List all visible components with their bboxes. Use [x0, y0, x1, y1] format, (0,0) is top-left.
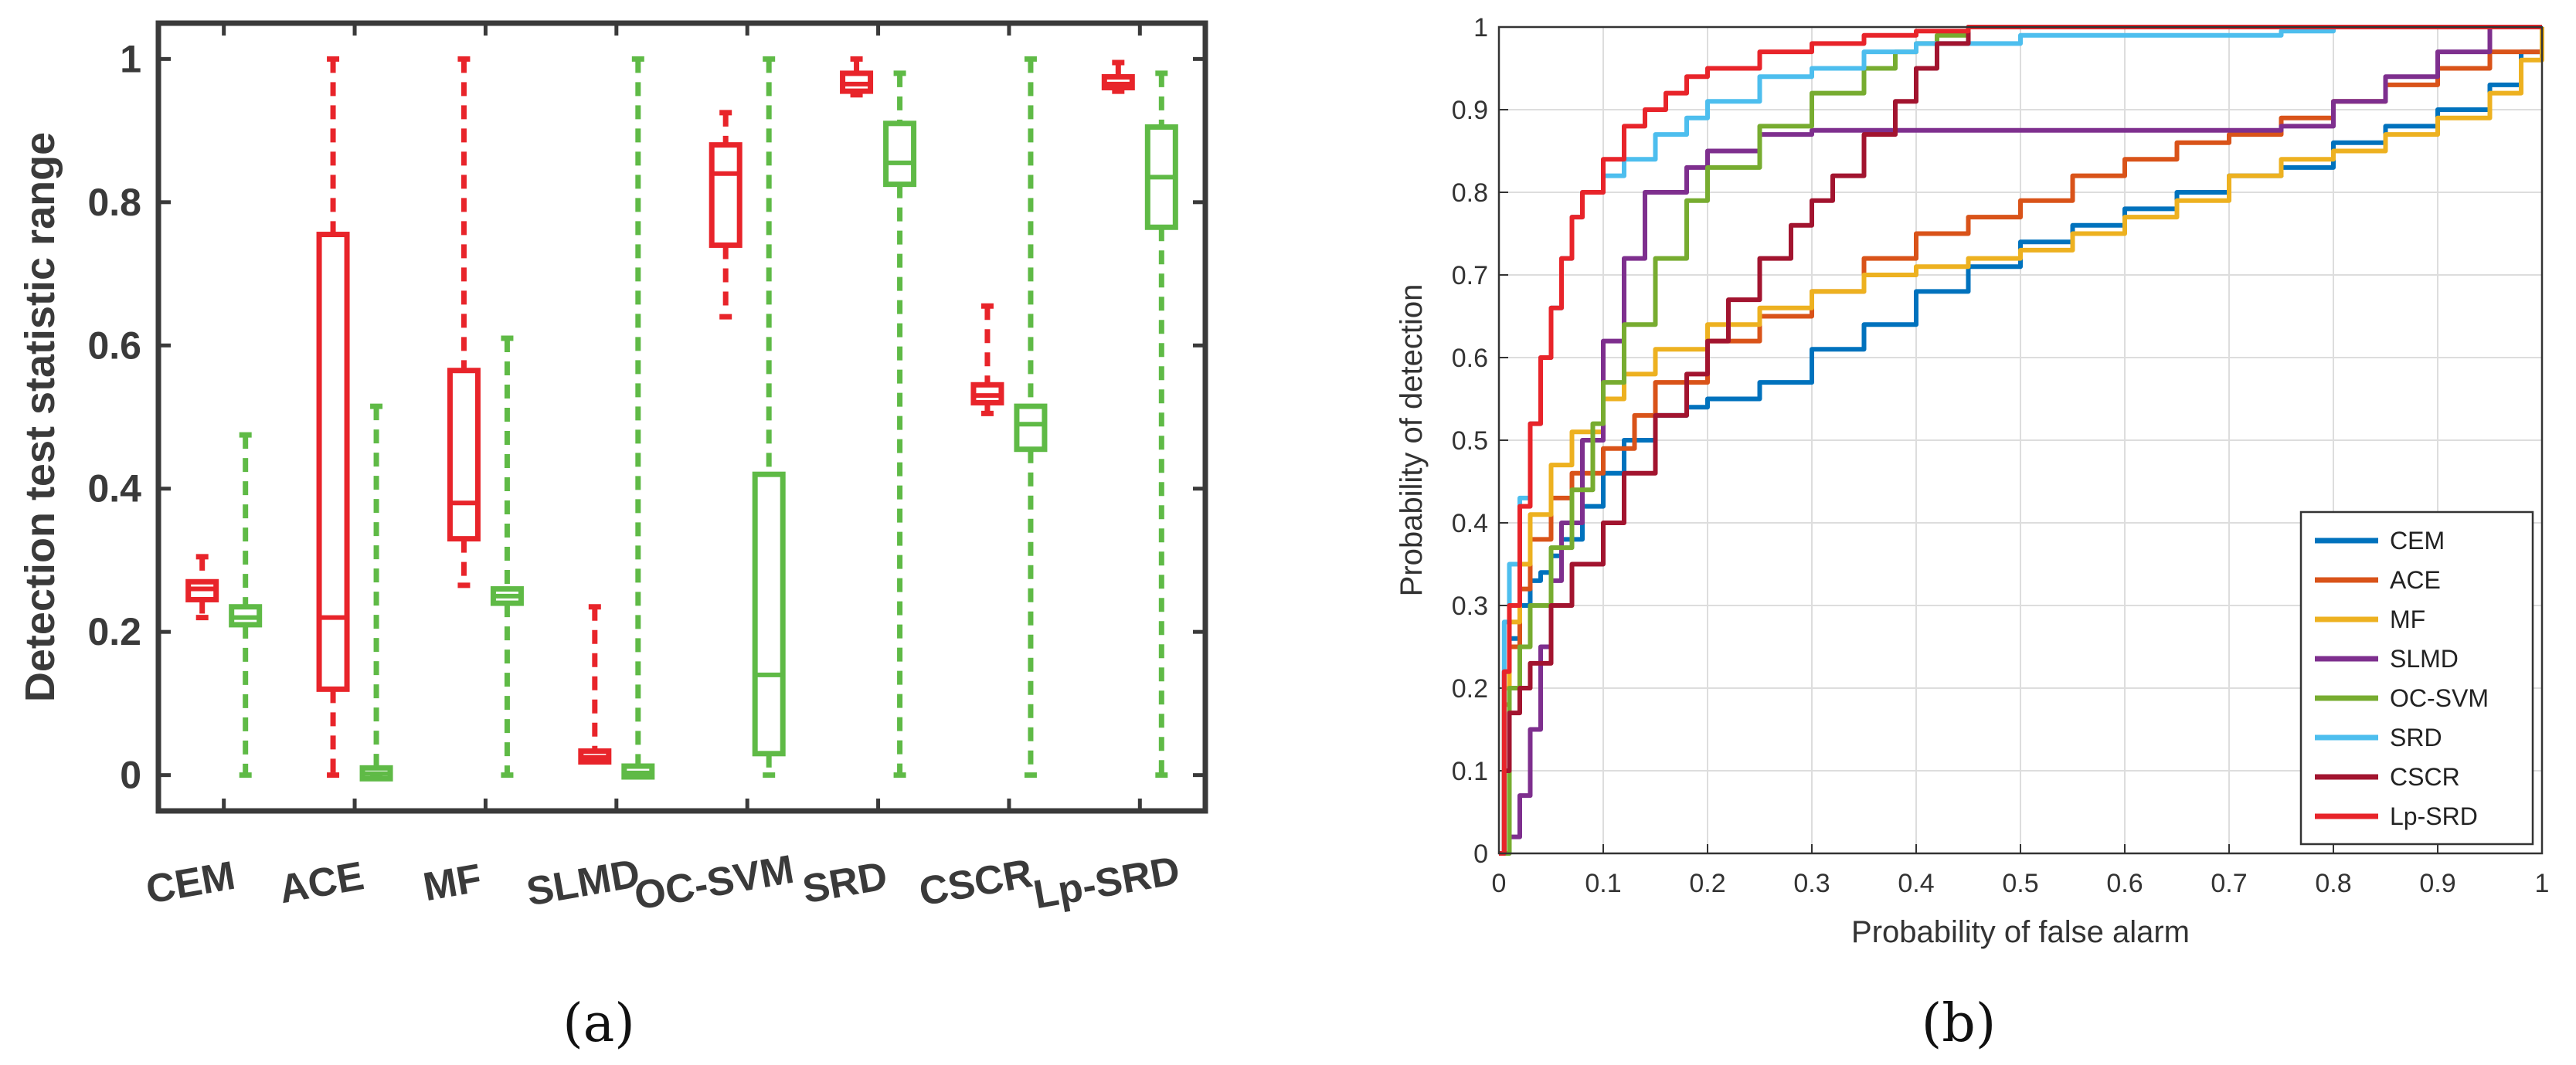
- b-y-tick-label: 0.7: [1452, 261, 1488, 290]
- b-y-tick-label: 1: [1473, 13, 1488, 42]
- a-box-target: [316, 232, 350, 692]
- a-category-label: MF: [420, 856, 484, 910]
- b-x-tick-label: 0.5: [2002, 869, 2038, 898]
- a-box-background: [1014, 403, 1048, 453]
- a-category-label: SLMD: [523, 851, 643, 915]
- b-y-axis-label: Probability of detection: [1395, 284, 1429, 597]
- a-category-label: CEM: [143, 853, 239, 913]
- legend-label: SLMD: [2390, 645, 2459, 673]
- b-x-tick-label: 0.6: [2106, 869, 2143, 898]
- a-y-tick-label: 0.6: [87, 324, 141, 367]
- b-x-tick-label: 0.7: [2211, 869, 2247, 898]
- legend-label: CSCR: [2390, 763, 2460, 791]
- legend-label: ACE: [2390, 566, 2441, 594]
- a-y-tick-label: 0.2: [87, 610, 141, 653]
- legend-label: OC-SVM: [2390, 684, 2489, 712]
- a-caption: (a): [562, 993, 635, 1054]
- b-series-line-cem: [1499, 27, 2544, 856]
- a-category-label: OC-SVM: [631, 847, 797, 919]
- b-series-line-slmd: [1499, 25, 2542, 856]
- b-y-tick-label: 0.2: [1452, 674, 1488, 704]
- legend-box: [2299, 510, 2534, 846]
- a-category-label: Lp-SRD: [1030, 848, 1183, 917]
- b-x-tick-label: 0.4: [1898, 869, 1934, 898]
- b-y-tick-label: 0.8: [1452, 178, 1488, 208]
- b-series-line-lp-srd: [1499, 25, 2542, 856]
- b-x-tick-label: 0.3: [1793, 869, 1830, 898]
- a-box-target: [709, 142, 743, 248]
- a-y-tick-label: 1: [120, 37, 141, 80]
- b-y-tick-label: 0.9: [1452, 96, 1488, 125]
- b-y-tick-label: 0.5: [1452, 426, 1488, 456]
- b-y-tick-label: 0.6: [1452, 344, 1488, 373]
- legend-label: SRD: [2390, 724, 2442, 751]
- a-y-tick-label: 0: [120, 754, 141, 797]
- b-plot-frame: [1497, 25, 2544, 855]
- b-x-tick-label: 0.8: [2315, 869, 2351, 898]
- legend-label: MF: [2390, 605, 2425, 633]
- b-x-tick-label: 0.2: [1689, 869, 1725, 898]
- b-x-tick-label: 1: [2535, 869, 2550, 898]
- b-x-tick-label: 0.9: [2419, 869, 2455, 898]
- legend: CEM ACE MF SLMD OC-SVM SRD CSCR Lp-SRD: [2299, 510, 2534, 846]
- b-caption: (b): [1922, 993, 1997, 1054]
- a-box-background: [752, 471, 786, 757]
- a-y-tick-label: 0.4: [87, 467, 141, 510]
- b-x-tick-label: 0: [1492, 869, 1507, 898]
- b-y-tick-label: 0.3: [1452, 592, 1488, 621]
- a-box-background: [883, 120, 917, 188]
- legend-label: CEM: [2390, 527, 2445, 555]
- b-y-tick-label: 0.1: [1452, 757, 1488, 786]
- a-y-axis-label: Detection test statistic range: [17, 132, 63, 702]
- a-category-label: CSCR: [916, 851, 1035, 915]
- a-category-label: ACE: [276, 853, 367, 912]
- a-y-tick-label: 0.8: [87, 181, 141, 224]
- b-series-line-cscr: [1499, 25, 2542, 856]
- b-series-line-mf: [1499, 27, 2544, 856]
- b-x-axis-label: Probability of false alarm: [1851, 915, 2190, 949]
- b-y-tick-label: 0: [1473, 839, 1488, 869]
- legend-label: Lp-SRD: [2390, 802, 2478, 830]
- b-y-tick-label: 0.4: [1452, 509, 1488, 538]
- b-x-tick-label: 0.1: [1585, 869, 1621, 898]
- a-box-target: [447, 368, 481, 542]
- a-plot-frame: [155, 20, 1208, 814]
- a-category-label: SRD: [800, 853, 891, 912]
